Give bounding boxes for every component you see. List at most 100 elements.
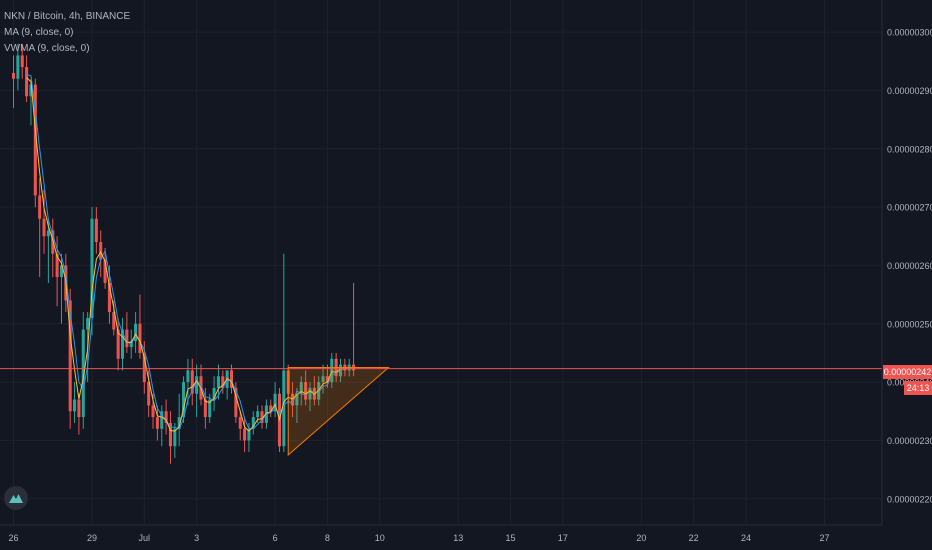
candle-body (164, 411, 168, 423)
candle (77, 393, 81, 435)
candle-body (81, 329, 85, 418)
candle-body (330, 358, 334, 383)
time-axis[interactable] (0, 525, 932, 550)
candle-body (212, 387, 216, 400)
candle (195, 364, 199, 418)
candle-body (273, 393, 277, 412)
candle (260, 405, 264, 429)
vwma-legend[interactable]: VWMA (9, close, 0) (4, 43, 90, 54)
candle (42, 189, 46, 254)
candle-body (251, 417, 255, 429)
indicator-lines (26, 73, 354, 432)
candle (308, 382, 312, 412)
candle-body (304, 382, 308, 400)
candle-body (177, 417, 181, 429)
candle (304, 370, 308, 406)
candle-body (234, 387, 238, 418)
candle-body (190, 370, 194, 394)
candle-body (147, 382, 151, 406)
candle-body (182, 382, 186, 418)
candle-body (134, 323, 138, 342)
candle-body (120, 329, 125, 359)
time-tick-label: 13 (453, 533, 463, 543)
time-tick-label: 10 (375, 533, 385, 543)
candle-body (282, 370, 286, 447)
candle-body (186, 370, 190, 383)
ma-legend[interactable]: MA (9, close, 0) (4, 27, 74, 38)
candle (251, 411, 255, 435)
tradingview-logo-icon[interactable] (4, 486, 28, 510)
candle-body (151, 405, 155, 418)
candle-body (168, 422, 172, 447)
price-tick-label: 0.00000260 (887, 261, 932, 271)
candle-body (142, 352, 146, 383)
candle (16, 43, 20, 91)
candle-body (256, 411, 260, 418)
candle (168, 411, 172, 464)
price-tick-label: 0.00000220 (887, 494, 932, 504)
ascending-triangle-drawing (287, 367, 390, 457)
price-axis[interactable] (882, 0, 932, 550)
candle-body (308, 387, 312, 400)
time-tick-label: 26 (9, 533, 19, 543)
candle (160, 405, 164, 447)
time-tick-label: Jul (139, 533, 151, 543)
candle (203, 387, 207, 429)
candle (243, 417, 247, 453)
candle-body (59, 265, 63, 278)
candle-body (125, 329, 129, 348)
candle (90, 207, 94, 336)
candle-body (216, 376, 220, 388)
time-tick-label: 6 (273, 533, 278, 543)
candle-body (33, 84, 37, 196)
candle-body (29, 84, 33, 97)
candle-body (38, 195, 42, 219)
candle-body (103, 259, 107, 283)
candle-body (195, 376, 199, 394)
candle (212, 376, 216, 412)
candle-body (269, 405, 273, 412)
candle-body (16, 55, 20, 79)
candle (103, 247, 107, 289)
time-tick-label: 29 (87, 533, 97, 543)
candle-body (247, 428, 251, 441)
candle-body (291, 393, 295, 406)
candle (186, 358, 190, 406)
price-tick-label: 0.00000270 (887, 203, 932, 213)
candle (125, 312, 129, 353)
candle (190, 358, 194, 406)
candle (25, 55, 29, 103)
price-tick-label: 0.00000230 (887, 436, 932, 446)
candle (116, 317, 120, 371)
candle (269, 399, 273, 418)
candle (273, 382, 277, 418)
drawing-annotations (0, 367, 882, 457)
candle-body (155, 417, 159, 429)
time-tick-label: 24 (741, 533, 751, 543)
candle-body (86, 317, 90, 330)
symbol-title[interactable]: NKN / Bitcoin, 4h, BINANCE (4, 11, 131, 22)
time-tick-label: 3 (194, 533, 199, 543)
candle-body (68, 300, 72, 412)
candle-body (229, 370, 234, 388)
candle-body (25, 67, 29, 97)
candle (164, 399, 168, 435)
candle (291, 382, 295, 418)
candle (225, 370, 229, 400)
candle-body (325, 376, 329, 383)
candle (155, 405, 159, 441)
candle (59, 253, 63, 324)
candle-body (107, 282, 111, 313)
candle (46, 218, 50, 283)
time-tick-label: 15 (506, 533, 516, 543)
candle-body (243, 428, 247, 441)
price-tick-label: 0.00000300 (887, 28, 932, 38)
candle-body (208, 399, 212, 418)
candle-body (221, 376, 225, 388)
candle (73, 382, 77, 423)
candle (216, 364, 220, 400)
candle-body (295, 393, 299, 406)
bar-countdown: 24:13 (904, 381, 932, 395)
time-tick-label: 27 (819, 533, 829, 543)
